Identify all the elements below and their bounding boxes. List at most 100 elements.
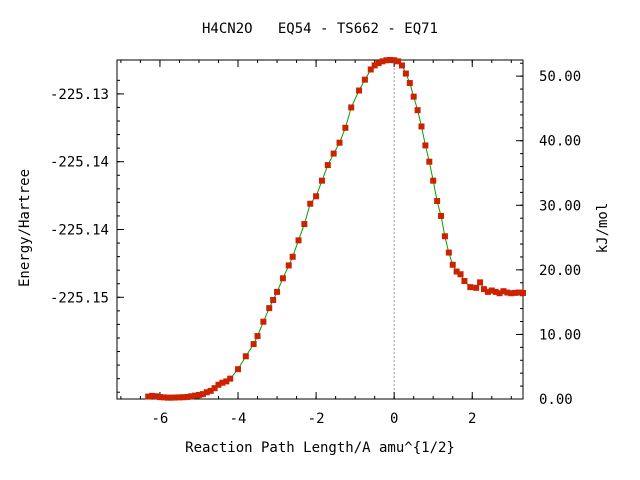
- data-point: [250, 341, 257, 348]
- data-point: [477, 279, 484, 286]
- data-point: [266, 305, 273, 312]
- x-tick-label: -2: [308, 411, 325, 427]
- data-point: [367, 66, 374, 73]
- data-point: [406, 80, 413, 87]
- data-point: [496, 290, 503, 297]
- data-point: [441, 233, 448, 240]
- data-point: [336, 139, 343, 146]
- data-point: [260, 318, 267, 325]
- data-point: [500, 288, 507, 295]
- plot-frame: [116, 59, 524, 400]
- y2-tick-label: 30.00: [539, 198, 581, 214]
- data-point: [188, 393, 195, 400]
- data-point: [199, 391, 206, 398]
- data-point: [457, 271, 464, 278]
- y-axis-label: Energy/Hartree: [17, 169, 33, 287]
- data-point: [172, 394, 179, 401]
- x-axis-label: Reaction Path Length/A amu^{1/2}: [185, 440, 455, 456]
- data-point: [398, 62, 405, 69]
- data-point: [145, 393, 152, 400]
- y-tick-label: -225.13: [50, 87, 109, 103]
- data-point: [467, 284, 474, 291]
- x-tick-label: 2: [468, 411, 476, 427]
- data-point: [156, 394, 163, 401]
- data-point: [371, 62, 378, 69]
- data-point: [207, 387, 214, 394]
- y2-tick-label: 40.00: [539, 134, 581, 150]
- data-point: [402, 70, 409, 77]
- data-point: [176, 394, 183, 401]
- y-tick-label: -225.15: [50, 290, 109, 306]
- data-point: [516, 289, 523, 296]
- data-point: [254, 333, 261, 340]
- y2-tick-label: 10.00: [539, 327, 581, 343]
- data-point: [512, 289, 519, 296]
- y-tick-label: -225.14: [50, 155, 109, 171]
- data-point: [434, 198, 441, 205]
- data-point: [361, 76, 368, 83]
- y2-tick-label: 0.00: [539, 392, 573, 408]
- data-point: [184, 393, 191, 400]
- data-point: [480, 286, 487, 293]
- y2-tick-label: 50.00: [539, 69, 581, 85]
- data-point: [438, 212, 445, 219]
- data-point: [484, 288, 491, 295]
- y2-tick-label: 20.00: [539, 263, 581, 279]
- data-point: [488, 287, 495, 294]
- x-tick-label: -4: [230, 411, 247, 427]
- data-point: [445, 249, 452, 256]
- series-line: [148, 59, 524, 399]
- data-point: [313, 193, 320, 200]
- data-point: [342, 124, 349, 131]
- data-point: [227, 375, 234, 382]
- data-point: [295, 237, 302, 244]
- data-point: [348, 104, 355, 111]
- data-point: [391, 57, 398, 64]
- data-point: [192, 392, 199, 399]
- data-point: [375, 60, 382, 67]
- data-point: [223, 378, 230, 385]
- data-point: [307, 200, 314, 207]
- data-point: [453, 268, 460, 275]
- data-point: [270, 297, 277, 304]
- data-point: [160, 394, 167, 401]
- data-point: [195, 391, 202, 398]
- data-point: [318, 177, 325, 184]
- data-point: [235, 366, 242, 373]
- data-point: [395, 58, 402, 65]
- plot-area: -6 -4 -2 0 2 -225.13 -225.14 -225.14 -225.15 0.00…: [50, 57, 581, 427]
- data-point: [215, 381, 222, 388]
- data-point: [203, 389, 210, 396]
- data-point: [422, 142, 429, 149]
- data-point: [449, 261, 456, 268]
- data-point: [274, 288, 281, 295]
- data-point: [461, 278, 468, 285]
- data-point: [426, 158, 433, 165]
- y2-axis-label: kJ/mol: [595, 203, 611, 254]
- data-point: [418, 123, 425, 130]
- data-point: [164, 394, 171, 401]
- data-point: [149, 392, 156, 399]
- data-point: [379, 58, 386, 65]
- data-point: [301, 221, 308, 228]
- data-point: [219, 379, 226, 386]
- data-point: [492, 288, 499, 295]
- data-point: [180, 394, 187, 401]
- chart-title: H4CN2O EQ54 - TS662 - EQ71: [202, 21, 438, 37]
- data-point: [279, 275, 286, 282]
- data-point: [414, 107, 421, 114]
- data-point: [324, 162, 331, 169]
- data-point: [356, 87, 363, 94]
- data-point: [508, 290, 515, 297]
- data-point: [285, 262, 292, 269]
- data-point: [387, 57, 394, 63]
- data-point: [330, 150, 337, 157]
- data-point: [242, 353, 249, 360]
- data-point: [383, 57, 390, 64]
- data-point: [473, 284, 480, 291]
- data-point: [430, 177, 437, 184]
- data-point: [168, 394, 175, 401]
- y-tick-label: -225.14: [50, 223, 109, 239]
- data-point: [211, 385, 218, 392]
